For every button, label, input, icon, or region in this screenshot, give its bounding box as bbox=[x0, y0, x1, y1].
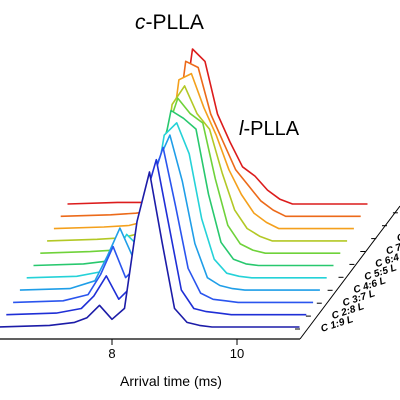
l-plla-annotation: l-PLLA bbox=[239, 118, 300, 140]
series-line bbox=[13, 146, 314, 304]
series-line bbox=[19, 134, 320, 291]
c-plla-annotation: c-PLLA bbox=[135, 11, 204, 34]
depth-axis-line bbox=[299, 205, 400, 340]
series-label: C 8:2 L bbox=[396, 224, 400, 245]
l-plla-text: -PLLA bbox=[243, 118, 299, 140]
x-tick-label: 10 bbox=[230, 346, 244, 361]
c-plla-prefix: c bbox=[135, 11, 146, 34]
l-plla-prefix: l bbox=[239, 118, 244, 140]
c-plla-text: -PLLA bbox=[146, 11, 204, 34]
x-tick-label: 8 bbox=[108, 346, 115, 361]
x-axis: 8 10 bbox=[0, 205, 400, 361]
series-line bbox=[0, 171, 300, 328]
x-axis-title: Arrival time (ms) bbox=[120, 373, 222, 389]
series-line bbox=[6, 158, 307, 316]
series-layer bbox=[0, 48, 368, 367]
series-mask bbox=[0, 172, 300, 367]
